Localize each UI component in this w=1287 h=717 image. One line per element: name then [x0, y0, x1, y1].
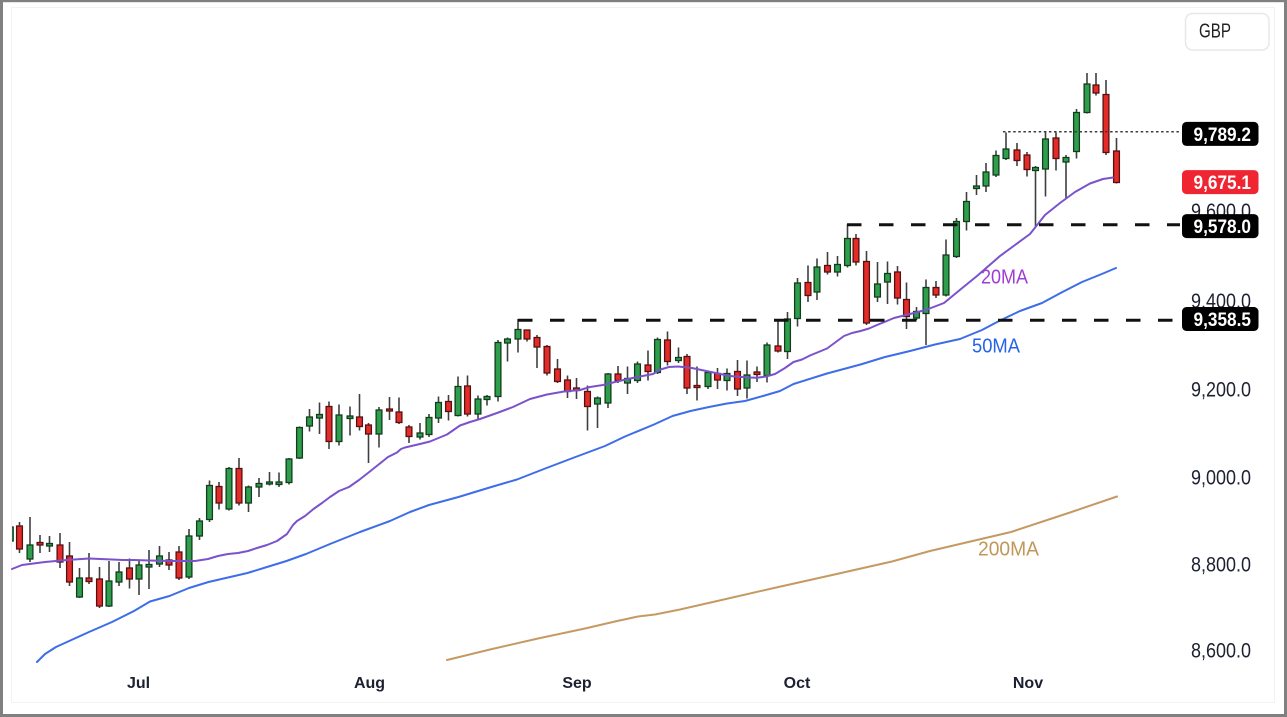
- svg-text:Sep: Sep: [562, 675, 592, 692]
- svg-text:GBP: GBP: [1199, 21, 1231, 43]
- svg-text:9,200.0: 9,200.0: [1191, 379, 1251, 402]
- svg-text:9,578.0: 9,578.0: [1194, 216, 1252, 238]
- svg-text:9,000.0: 9,000.0: [1191, 467, 1251, 490]
- svg-text:8,800.0: 8,800.0: [1191, 554, 1251, 577]
- svg-text:Oct: Oct: [784, 675, 811, 692]
- svg-text:9,789.2: 9,789.2: [1194, 124, 1252, 146]
- svg-text:Jul: Jul: [127, 675, 150, 692]
- svg-text:Nov: Nov: [1013, 675, 1043, 692]
- svg-text:8,600.0: 8,600.0: [1191, 640, 1251, 663]
- svg-text:9,358.5: 9,358.5: [1194, 309, 1252, 331]
- svg-text:9,675.1: 9,675.1: [1194, 172, 1252, 194]
- svg-text:50MA: 50MA: [972, 336, 1021, 358]
- svg-text:200MA: 200MA: [978, 539, 1040, 561]
- svg-text:20MA: 20MA: [981, 267, 1029, 289]
- svg-text:Aug: Aug: [354, 675, 385, 692]
